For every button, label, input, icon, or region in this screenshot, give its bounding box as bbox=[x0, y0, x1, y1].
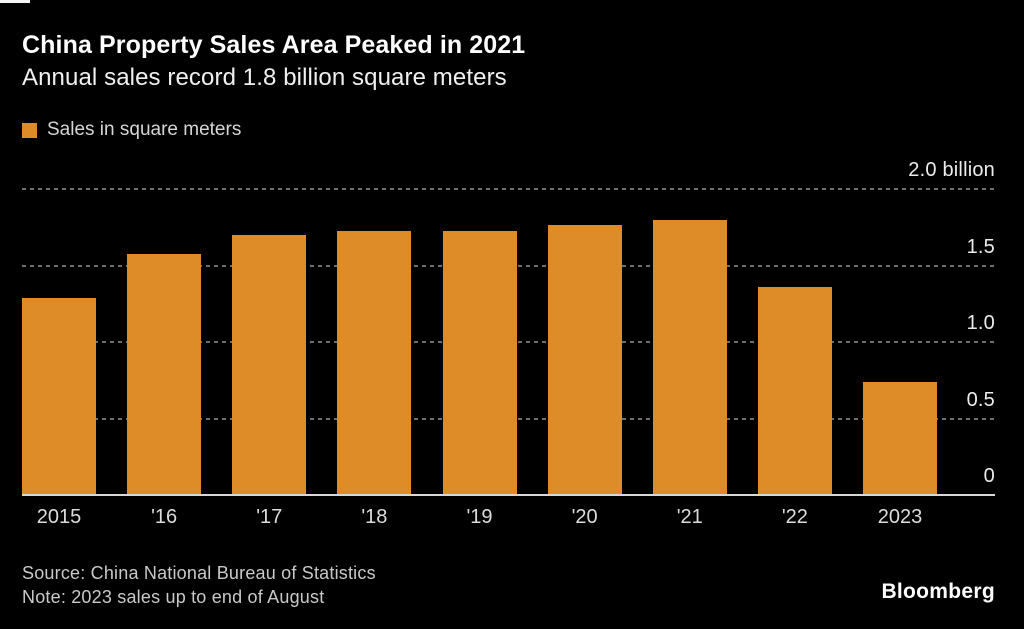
x-axis-label-2015: 2015 bbox=[36, 506, 82, 528]
legend-label: Sales in square meters bbox=[47, 119, 242, 140]
bar-2015 bbox=[22, 298, 96, 494]
x-axis-label-21: '21 bbox=[676, 506, 703, 528]
x-axis-label-16: '16 bbox=[151, 506, 178, 528]
legend: Sales in square meters bbox=[22, 119, 241, 141]
x-axis-label-20: '20 bbox=[571, 506, 598, 528]
x-axis-label-18: '18 bbox=[361, 506, 388, 528]
bar-18 bbox=[337, 230, 412, 494]
bloomberg-logo: Bloomberg bbox=[881, 580, 995, 603]
x-axis-label-19: '19 bbox=[466, 506, 493, 528]
bar-2023 bbox=[863, 382, 937, 494]
y-axis-label-2.0-billion: 2.0 billion bbox=[908, 159, 995, 181]
legend-swatch-icon bbox=[22, 122, 37, 138]
y-axis-label-0: 0 bbox=[983, 465, 995, 487]
x-axis-label-22: '22 bbox=[781, 506, 808, 528]
y-axis-label-1.5: 1.5 bbox=[966, 235, 995, 258]
bar-17 bbox=[232, 235, 307, 494]
source-line: Source: China National Bureau of Statist… bbox=[22, 563, 376, 583]
screen-edge-artifact bbox=[0, 0, 30, 3]
x-axis-label-2023: 2023 bbox=[877, 506, 923, 528]
y-axis-label-0.5: 0.5 bbox=[966, 388, 995, 411]
chart-subtitle: Annual sales record 1.8 billion square m… bbox=[22, 64, 507, 91]
gridline-2 bbox=[22, 188, 995, 190]
chart-title: China Property Sales Area Peaked in 2021 bbox=[22, 31, 526, 59]
bar-16 bbox=[127, 253, 202, 494]
bar-22 bbox=[757, 287, 832, 494]
footer-notes: Source: China National Bureau of Statist… bbox=[22, 561, 376, 609]
y-axis-label-1.0: 1.0 bbox=[966, 312, 995, 334]
x-axis-label-17: '17 bbox=[256, 506, 283, 528]
bar-21 bbox=[652, 220, 727, 494]
bar-20 bbox=[547, 224, 622, 494]
note-line: Note: 2023 sales up to end of August bbox=[22, 587, 325, 607]
x-axis-line bbox=[22, 494, 995, 496]
bar-19 bbox=[442, 230, 517, 494]
